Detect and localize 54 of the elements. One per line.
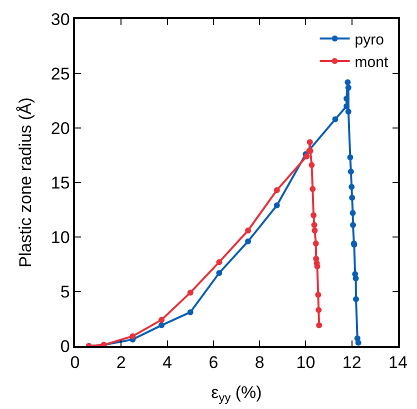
y-tick-label: 0: [60, 336, 70, 356]
point: [274, 202, 280, 208]
point: [130, 333, 136, 340]
point: [245, 238, 252, 244]
x-tick-label: 6: [208, 353, 218, 372]
x-tick-label: 2: [116, 353, 126, 372]
point: [348, 184, 355, 190]
point: [311, 222, 318, 228]
point: [350, 210, 356, 216]
point: [310, 186, 316, 192]
point: [349, 194, 356, 201]
x-axis-title: ε$_{yy}$ (%): [211, 383, 262, 405]
point: [345, 84, 352, 91]
legend-label: pyro: [354, 31, 384, 48]
point: [315, 292, 322, 298]
y-tick-label: 20: [50, 118, 70, 138]
legend-label: mont: [354, 54, 389, 71]
point: [312, 240, 319, 247]
point: [348, 168, 354, 175]
x-tick-label: 14: [388, 353, 408, 372]
point: [216, 259, 222, 266]
point: [350, 222, 356, 228]
y-tick-label: 25: [50, 64, 70, 84]
y-tick-label: 5: [60, 282, 70, 302]
point: [158, 316, 165, 323]
point: [308, 162, 315, 168]
point: [344, 103, 350, 110]
point: [353, 296, 360, 302]
x-tick-label: 4: [162, 353, 172, 372]
point: [344, 96, 350, 102]
y-tick-label: 10: [50, 228, 70, 247]
point: [187, 309, 194, 316]
x-tick-label: 10: [296, 353, 316, 372]
point: [352, 275, 359, 282]
point: [187, 290, 194, 296]
point: [344, 79, 351, 86]
point: [347, 154, 354, 160]
y-tick-label: 15: [50, 173, 70, 192]
point: [306, 139, 313, 146]
x-tick-label: 12: [342, 353, 362, 372]
point: [355, 340, 362, 346]
point: [310, 212, 317, 218]
point: [345, 108, 352, 115]
point: [332, 116, 338, 122]
y-tick-label: 30: [50, 10, 70, 29]
x-tick-label: 8: [254, 353, 264, 372]
point: [245, 227, 252, 234]
point: [216, 270, 222, 276]
point: [274, 187, 280, 194]
point: [312, 227, 318, 234]
point: [158, 322, 165, 328]
point: [316, 307, 322, 314]
y-axis-title: Plastic zone radius (Å): [16, 97, 35, 268]
point: [316, 322, 322, 328]
